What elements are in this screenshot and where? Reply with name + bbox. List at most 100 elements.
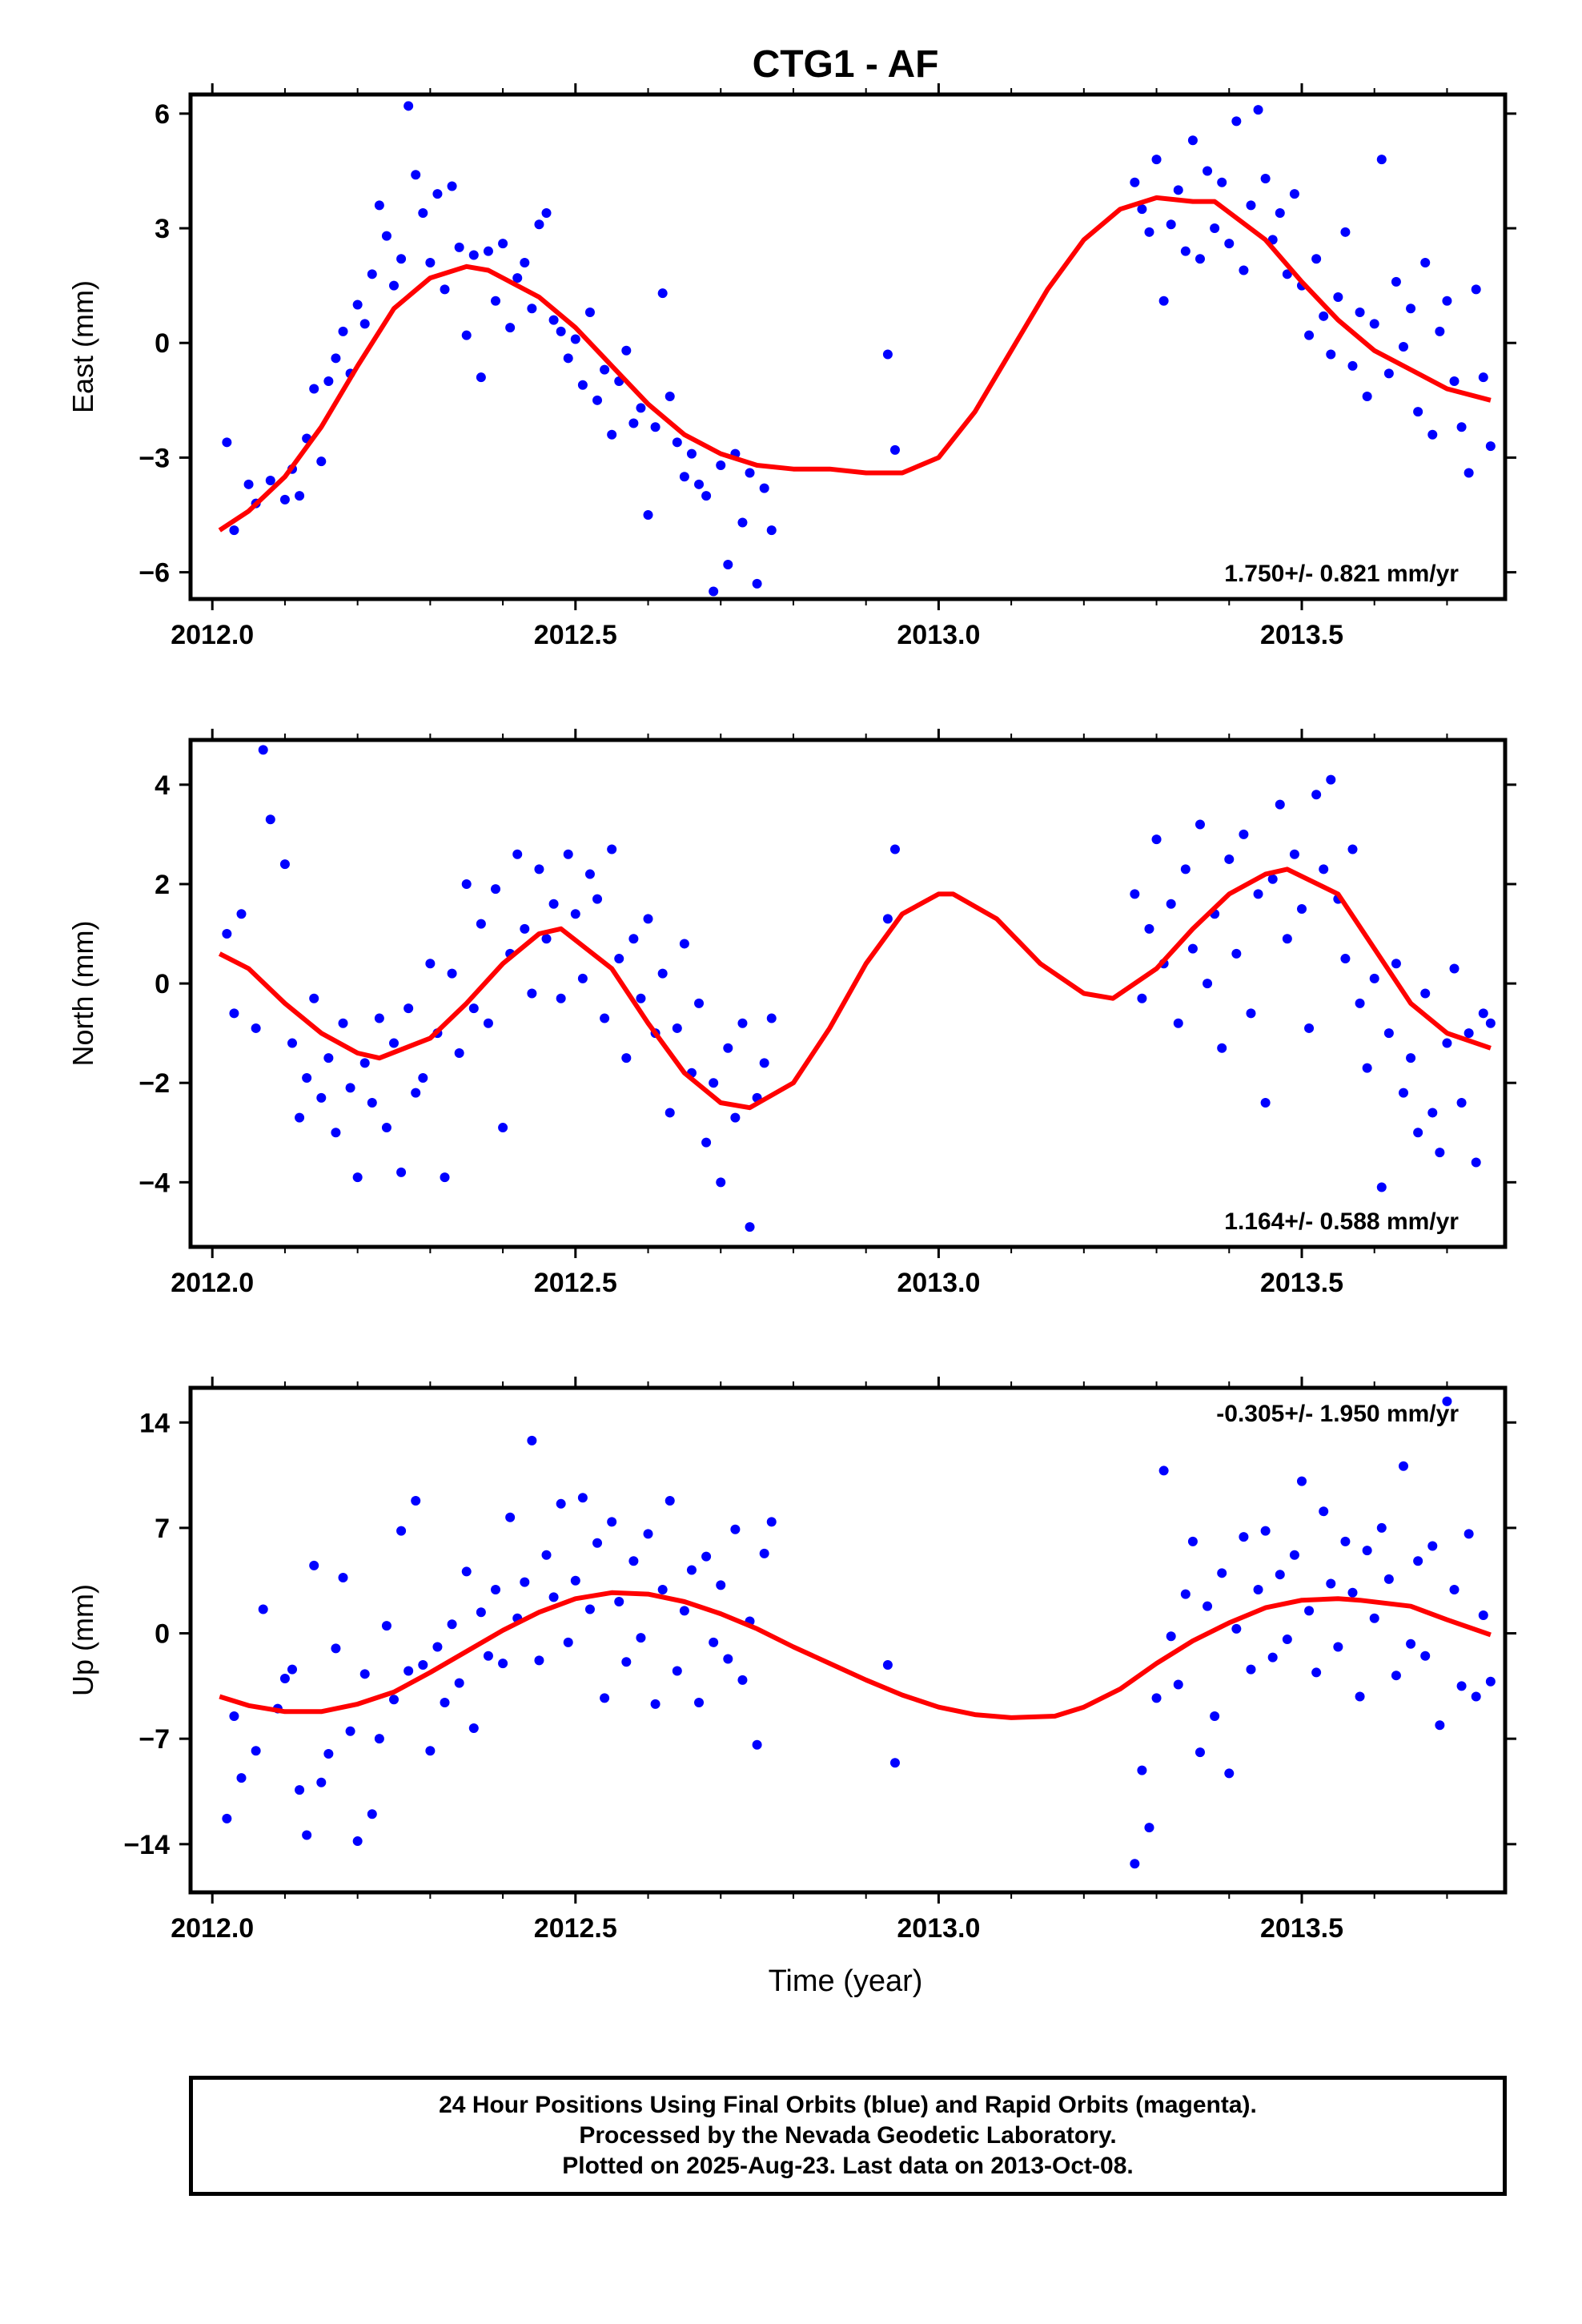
north-data-point bbox=[404, 1003, 414, 1014]
north-data-point bbox=[1203, 979, 1213, 989]
east-data-point bbox=[1195, 254, 1205, 264]
east-points bbox=[222, 101, 1496, 597]
east-data-point bbox=[1130, 177, 1140, 187]
up-data-point bbox=[1406, 1638, 1416, 1649]
east-y-tick-label: 6 bbox=[155, 99, 170, 130]
up-data-point bbox=[1391, 1671, 1401, 1681]
up-data-point bbox=[701, 1551, 712, 1562]
east-data-point bbox=[621, 345, 632, 356]
east-data-point bbox=[548, 315, 559, 325]
north-data-point bbox=[1187, 943, 1198, 954]
east-data-point bbox=[752, 578, 762, 589]
up-data-point bbox=[302, 1830, 312, 1840]
east-data-point bbox=[1260, 174, 1271, 183]
north-data-point bbox=[520, 923, 530, 934]
north-data-point bbox=[295, 1112, 305, 1123]
east-data-point bbox=[1224, 239, 1235, 249]
up-data-point bbox=[1180, 1589, 1191, 1599]
north-data-point bbox=[1275, 799, 1285, 810]
east-data-point bbox=[498, 239, 508, 249]
east-data-point bbox=[686, 448, 697, 459]
east-y-tick-label: −6 bbox=[139, 558, 170, 589]
up-data-point bbox=[1319, 1506, 1329, 1517]
north-data-point bbox=[1144, 923, 1154, 934]
up-data-point bbox=[1304, 1606, 1315, 1616]
east-data-point bbox=[454, 242, 464, 252]
east-data-point bbox=[440, 284, 450, 295]
up-data-point bbox=[520, 1577, 530, 1587]
up-data-point bbox=[345, 1726, 355, 1736]
north-data-point bbox=[584, 869, 595, 879]
north-data-point bbox=[374, 1013, 384, 1023]
east-data-point bbox=[1355, 308, 1365, 318]
north-data-point bbox=[1369, 973, 1379, 983]
up-data-point bbox=[577, 1493, 588, 1503]
north-data-point bbox=[229, 1008, 239, 1019]
up-data-point bbox=[556, 1498, 566, 1509]
x-axis-label: Time (year) bbox=[769, 1964, 923, 1998]
east-data-point bbox=[737, 517, 748, 528]
north-data-point bbox=[309, 993, 319, 1003]
up-data-point bbox=[1456, 1681, 1467, 1691]
up-data-point bbox=[1137, 1765, 1147, 1775]
east-data-point bbox=[1239, 265, 1249, 275]
north-data-point bbox=[1435, 1148, 1445, 1158]
up-data-point bbox=[1275, 1570, 1285, 1580]
up-data-point bbox=[258, 1604, 268, 1614]
up-frame bbox=[188, 1385, 1508, 1895]
up-data-point bbox=[759, 1548, 769, 1558]
up-data-point bbox=[1187, 1536, 1198, 1546]
east-panel: 2012.0 2012.5 2013.0 2013.5 6 3 0 −3 −6 East (mm)… bbox=[66, 83, 1516, 650]
north-data-point bbox=[1246, 1008, 1256, 1019]
up-data-point bbox=[1296, 1476, 1307, 1486]
north-data-point bbox=[483, 1018, 493, 1028]
north-data-point bbox=[541, 934, 552, 944]
north-data-point bbox=[468, 1003, 479, 1014]
north-data-point bbox=[251, 1023, 261, 1033]
north-data-point bbox=[592, 894, 603, 904]
north-data-point bbox=[882, 914, 893, 924]
up-data-point bbox=[309, 1560, 319, 1570]
up-fit-line bbox=[219, 1590, 1492, 1720]
up-data-point bbox=[1231, 1623, 1242, 1634]
north-data-point bbox=[701, 1137, 712, 1148]
up-data-point bbox=[454, 1678, 464, 1688]
east-data-point bbox=[1326, 349, 1336, 360]
east-rate-label: 1.750+/- 0.821 mm/yr bbox=[1224, 561, 1459, 587]
east-x-tick-label: 2013.0 bbox=[897, 620, 980, 650]
east-data-point bbox=[650, 422, 661, 432]
north-data-point bbox=[352, 1172, 363, 1183]
north-data-point bbox=[1340, 954, 1351, 964]
up-data-point bbox=[672, 1666, 682, 1676]
up-data-point bbox=[730, 1524, 741, 1534]
north-data-point bbox=[556, 993, 566, 1003]
east-data-point bbox=[1210, 223, 1220, 234]
east-data-point bbox=[1347, 360, 1358, 371]
north-y-tick-label: −2 bbox=[139, 1068, 170, 1099]
east-data-point bbox=[570, 334, 580, 344]
north-data-point bbox=[1398, 1088, 1408, 1098]
east-data-point bbox=[889, 444, 900, 455]
north-data-point bbox=[1355, 998, 1365, 1008]
north-data-point bbox=[1464, 1028, 1474, 1039]
east-data-point bbox=[1173, 185, 1183, 195]
east-x-tick-label: 2013.5 bbox=[1260, 620, 1343, 650]
up-y-tick-label: 0 bbox=[155, 1619, 170, 1650]
north-data-point bbox=[1383, 1028, 1394, 1039]
north-data-point bbox=[222, 929, 232, 939]
north-data-point bbox=[694, 998, 705, 1008]
north-data-point bbox=[389, 1038, 400, 1048]
up-data-point bbox=[498, 1659, 508, 1669]
up-data-point bbox=[1435, 1720, 1445, 1731]
east-data-point bbox=[1478, 372, 1488, 383]
east-data-point bbox=[636, 403, 646, 413]
north-data-point bbox=[1180, 864, 1191, 875]
up-x-tick-label: 2012.5 bbox=[534, 1913, 617, 1944]
north-points bbox=[222, 745, 1496, 1232]
north-data-point bbox=[498, 1123, 508, 1133]
up-data-point bbox=[1267, 1652, 1278, 1663]
east-data-point bbox=[222, 437, 232, 448]
up-data-point bbox=[1376, 1522, 1387, 1533]
north-data-point bbox=[1282, 934, 1292, 944]
